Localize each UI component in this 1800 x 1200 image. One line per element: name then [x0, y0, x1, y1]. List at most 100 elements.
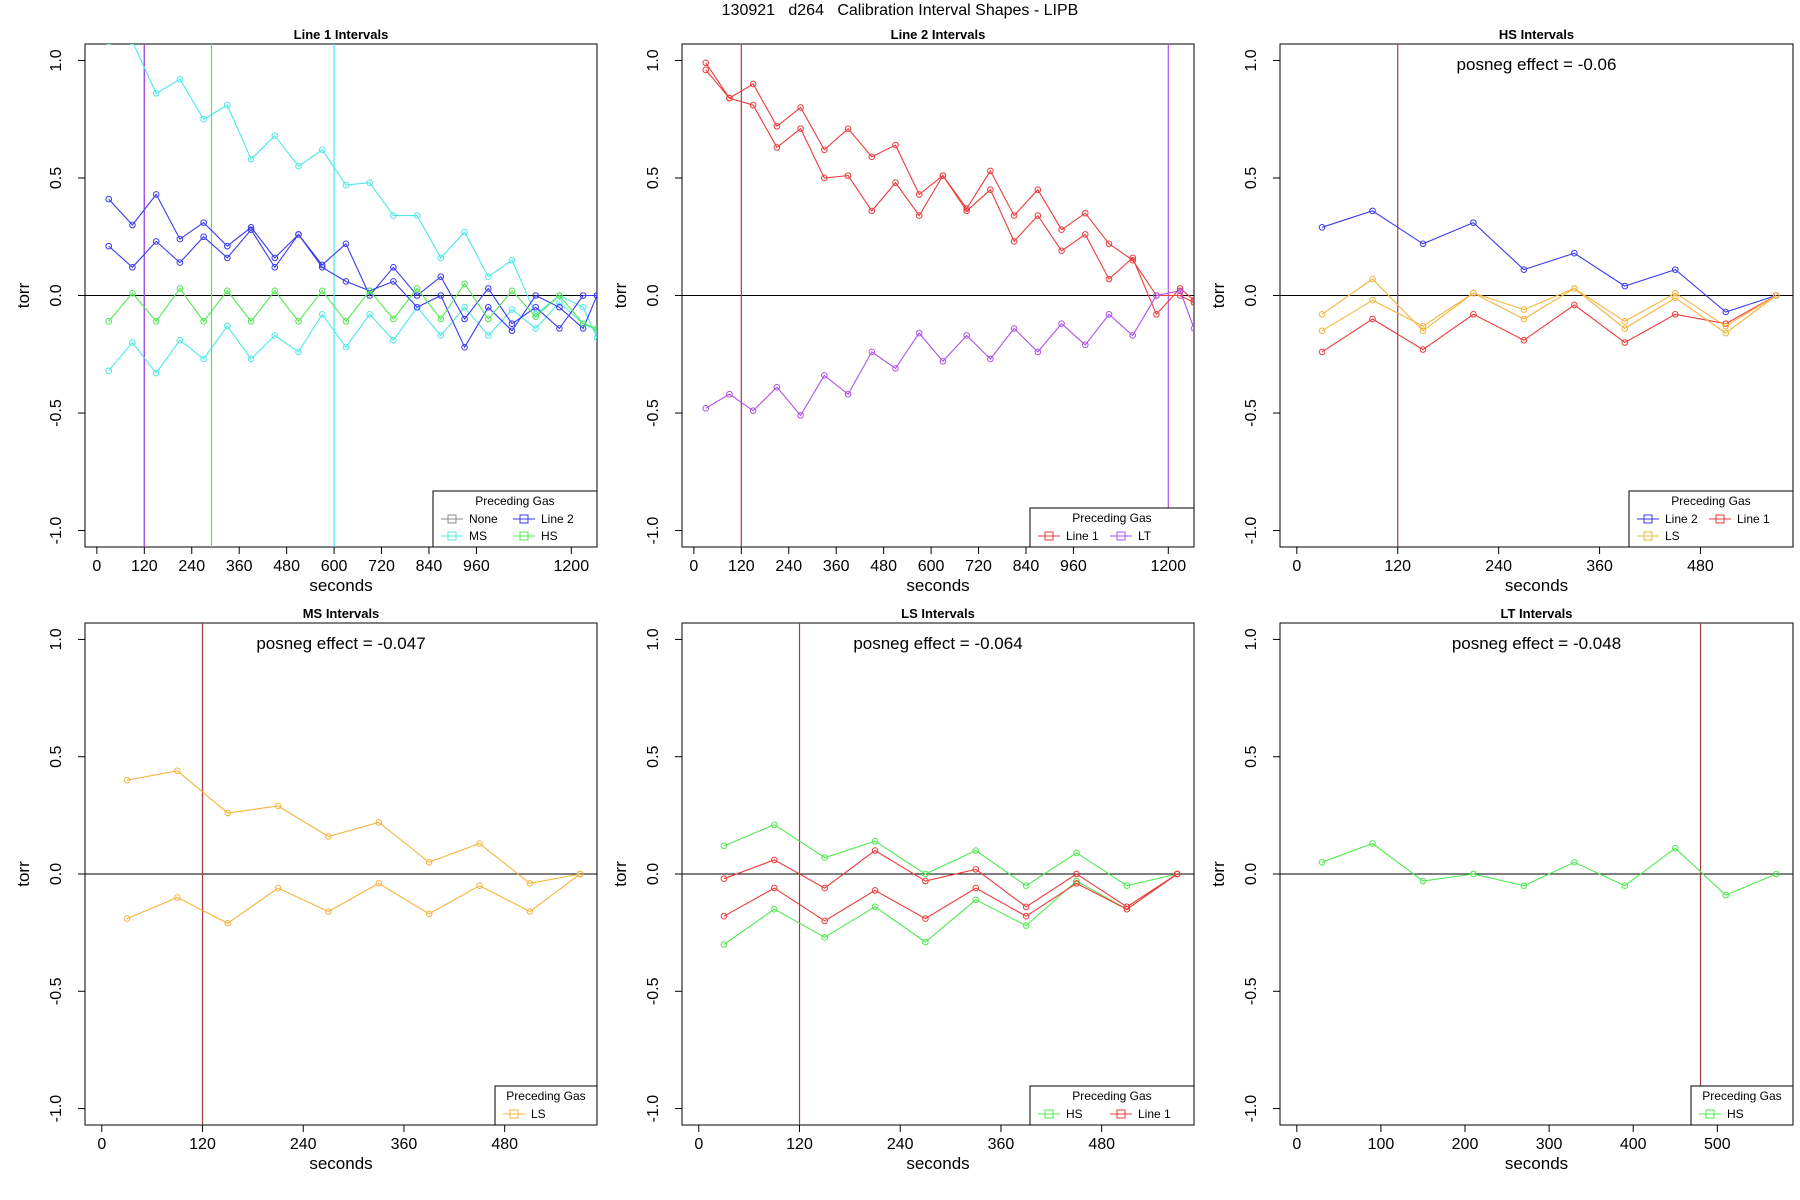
data-point [1073, 880, 1080, 887]
legend-title: Preceding Gas [1072, 511, 1151, 525]
data-point [461, 303, 468, 311]
data-point [425, 858, 433, 866]
data-point [437, 292, 445, 299]
data-point [593, 334, 597, 342]
data-point [1419, 240, 1427, 248]
y-tick-label: -1.0 [48, 517, 65, 545]
legend-box [1029, 507, 1195, 548]
series-line [723, 824, 1178, 887]
posneg-annotation: posneg effect = -0.047 [256, 634, 425, 653]
figure-title: 130921 d264 Calibration Interval Shapes … [721, 2, 1079, 19]
plot-area [1280, 623, 1793, 1125]
data-point [318, 311, 326, 318]
legend: Preceding Gas HS Line 1 [1029, 1085, 1195, 1126]
x-tick-label: 840 [1013, 558, 1040, 575]
data-point [821, 854, 828, 861]
series-line [1321, 295, 1777, 353]
data-point [224, 919, 231, 927]
x-tick-label: 400 [1620, 1136, 1647, 1153]
data-point [939, 172, 947, 179]
data-point [1153, 311, 1160, 318]
series-line [108, 228, 597, 349]
legend-box [1029, 1085, 1195, 1126]
chart-panel: LT Intervals 0 100 200 300 400 500 seconds -1.0 -… [1209, 606, 1794, 1173]
data-point [972, 884, 980, 892]
data-point [200, 219, 207, 226]
data-point [508, 327, 516, 335]
chart-title: Line 2 Intervals [891, 27, 986, 42]
data-point [1621, 282, 1629, 290]
data-point [1105, 275, 1113, 283]
legend-swatch-marker [1715, 514, 1725, 524]
data-point [922, 877, 929, 885]
data-point [1318, 327, 1326, 335]
data-point [342, 240, 350, 248]
data-point [390, 336, 397, 344]
data-point [892, 365, 899, 372]
x-tick-label: 480 [1687, 558, 1714, 575]
data-point [726, 390, 733, 398]
x-tick-label: 720 [368, 558, 395, 575]
data-point [1419, 322, 1427, 330]
data-point [176, 75, 184, 83]
data-point [152, 238, 160, 245]
legend-swatch-marker [519, 514, 529, 524]
data-point [390, 278, 397, 285]
series-line [108, 282, 597, 329]
x-axis-label: seconds [309, 576, 372, 595]
data-point [1369, 296, 1376, 304]
data-point [271, 263, 279, 271]
data-point [963, 205, 970, 212]
data-point [200, 233, 207, 241]
data-point [461, 343, 468, 351]
data-point [224, 242, 231, 250]
data-point [1081, 341, 1089, 349]
legend-title: Preceding Gas [1671, 494, 1750, 508]
data-point [749, 407, 757, 414]
legend-entry-label: LT [1138, 529, 1152, 543]
data-point [476, 840, 483, 847]
data-point [1022, 912, 1030, 920]
data-point [593, 325, 597, 332]
data-point [176, 285, 184, 292]
data-point [508, 306, 516, 313]
data-point [437, 273, 445, 280]
data-point [1318, 858, 1326, 866]
data-point [939, 358, 947, 365]
data-point [1190, 296, 1194, 304]
series-line [126, 770, 581, 884]
data-point [366, 179, 373, 186]
legend-entry-label: Line 1 [1066, 529, 1099, 543]
chart-title: Line 1 Intervals [294, 27, 389, 42]
data-point [461, 228, 468, 236]
data-point [200, 318, 207, 325]
series-line [1321, 210, 1777, 313]
data-point [1621, 318, 1629, 325]
data-point [1173, 870, 1181, 878]
data-point [576, 870, 584, 878]
plot-area [85, 44, 597, 547]
y-tick-label: -1.0 [1243, 517, 1260, 545]
data-point [821, 174, 828, 182]
data-point [247, 226, 255, 233]
data-point [1010, 212, 1018, 219]
data-point [413, 303, 421, 311]
series-line [132, 44, 597, 339]
data-point [1520, 882, 1528, 890]
data-point [1571, 858, 1578, 866]
series-line [1321, 842, 1777, 896]
plot-area [1280, 44, 1793, 547]
data-point [366, 287, 373, 295]
series-line [1321, 278, 1777, 332]
data-point [425, 910, 433, 918]
data-point [1470, 311, 1477, 318]
y-tick-label: 0.0 [1243, 284, 1260, 306]
series-line [705, 62, 1194, 316]
data-point [821, 372, 828, 379]
data-point [1520, 306, 1528, 313]
series-line [108, 193, 597, 330]
data-point [532, 325, 540, 332]
x-tick-label: 960 [463, 558, 490, 575]
data-point [987, 186, 994, 194]
x-tick-label: 600 [918, 558, 945, 575]
